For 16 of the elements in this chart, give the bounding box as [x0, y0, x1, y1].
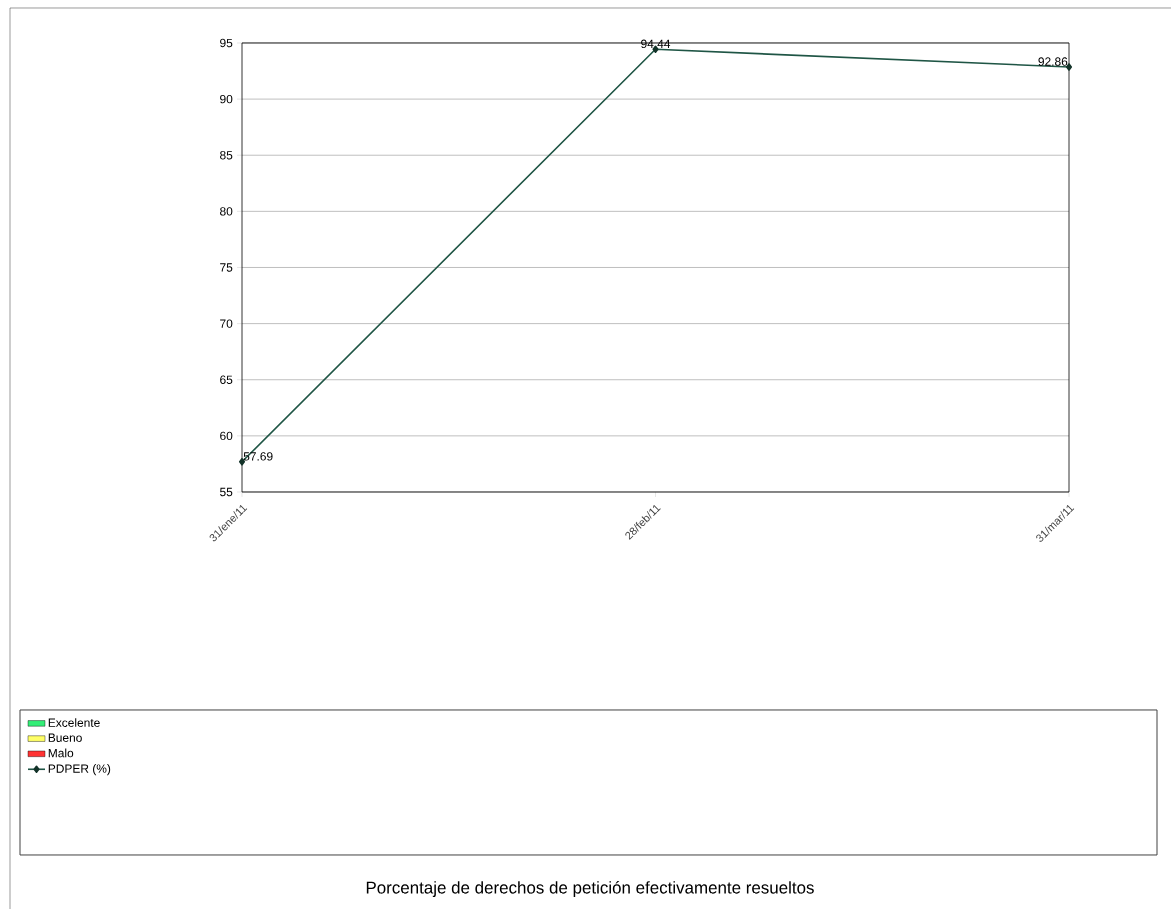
y-tick-label: 55 — [220, 487, 233, 497]
y-tick-label: 65 — [220, 375, 233, 384]
y-tick-label: 75 — [220, 263, 233, 272]
data-label: 92.86 — [1038, 57, 1068, 66]
y-tick-label: 85 — [220, 151, 233, 160]
legend-label: Excelente — [48, 718, 100, 727]
legend-label: Malo — [48, 748, 74, 758]
y-tick-label: 70 — [220, 319, 233, 328]
legend-label: Bueno — [48, 733, 82, 742]
text: Porcentaje de derechos de petición efectivamente resueltos — [366, 880, 814, 897]
y-tick-label: 95 — [220, 38, 233, 48]
legend-label: PDPER (%) — [48, 764, 111, 776]
y-tick-label: 60 — [220, 431, 233, 441]
data-label: 94.44 — [641, 39, 671, 49]
y-tick-label: 90 — [220, 94, 233, 104]
y-tick-label: 80 — [220, 207, 233, 216]
